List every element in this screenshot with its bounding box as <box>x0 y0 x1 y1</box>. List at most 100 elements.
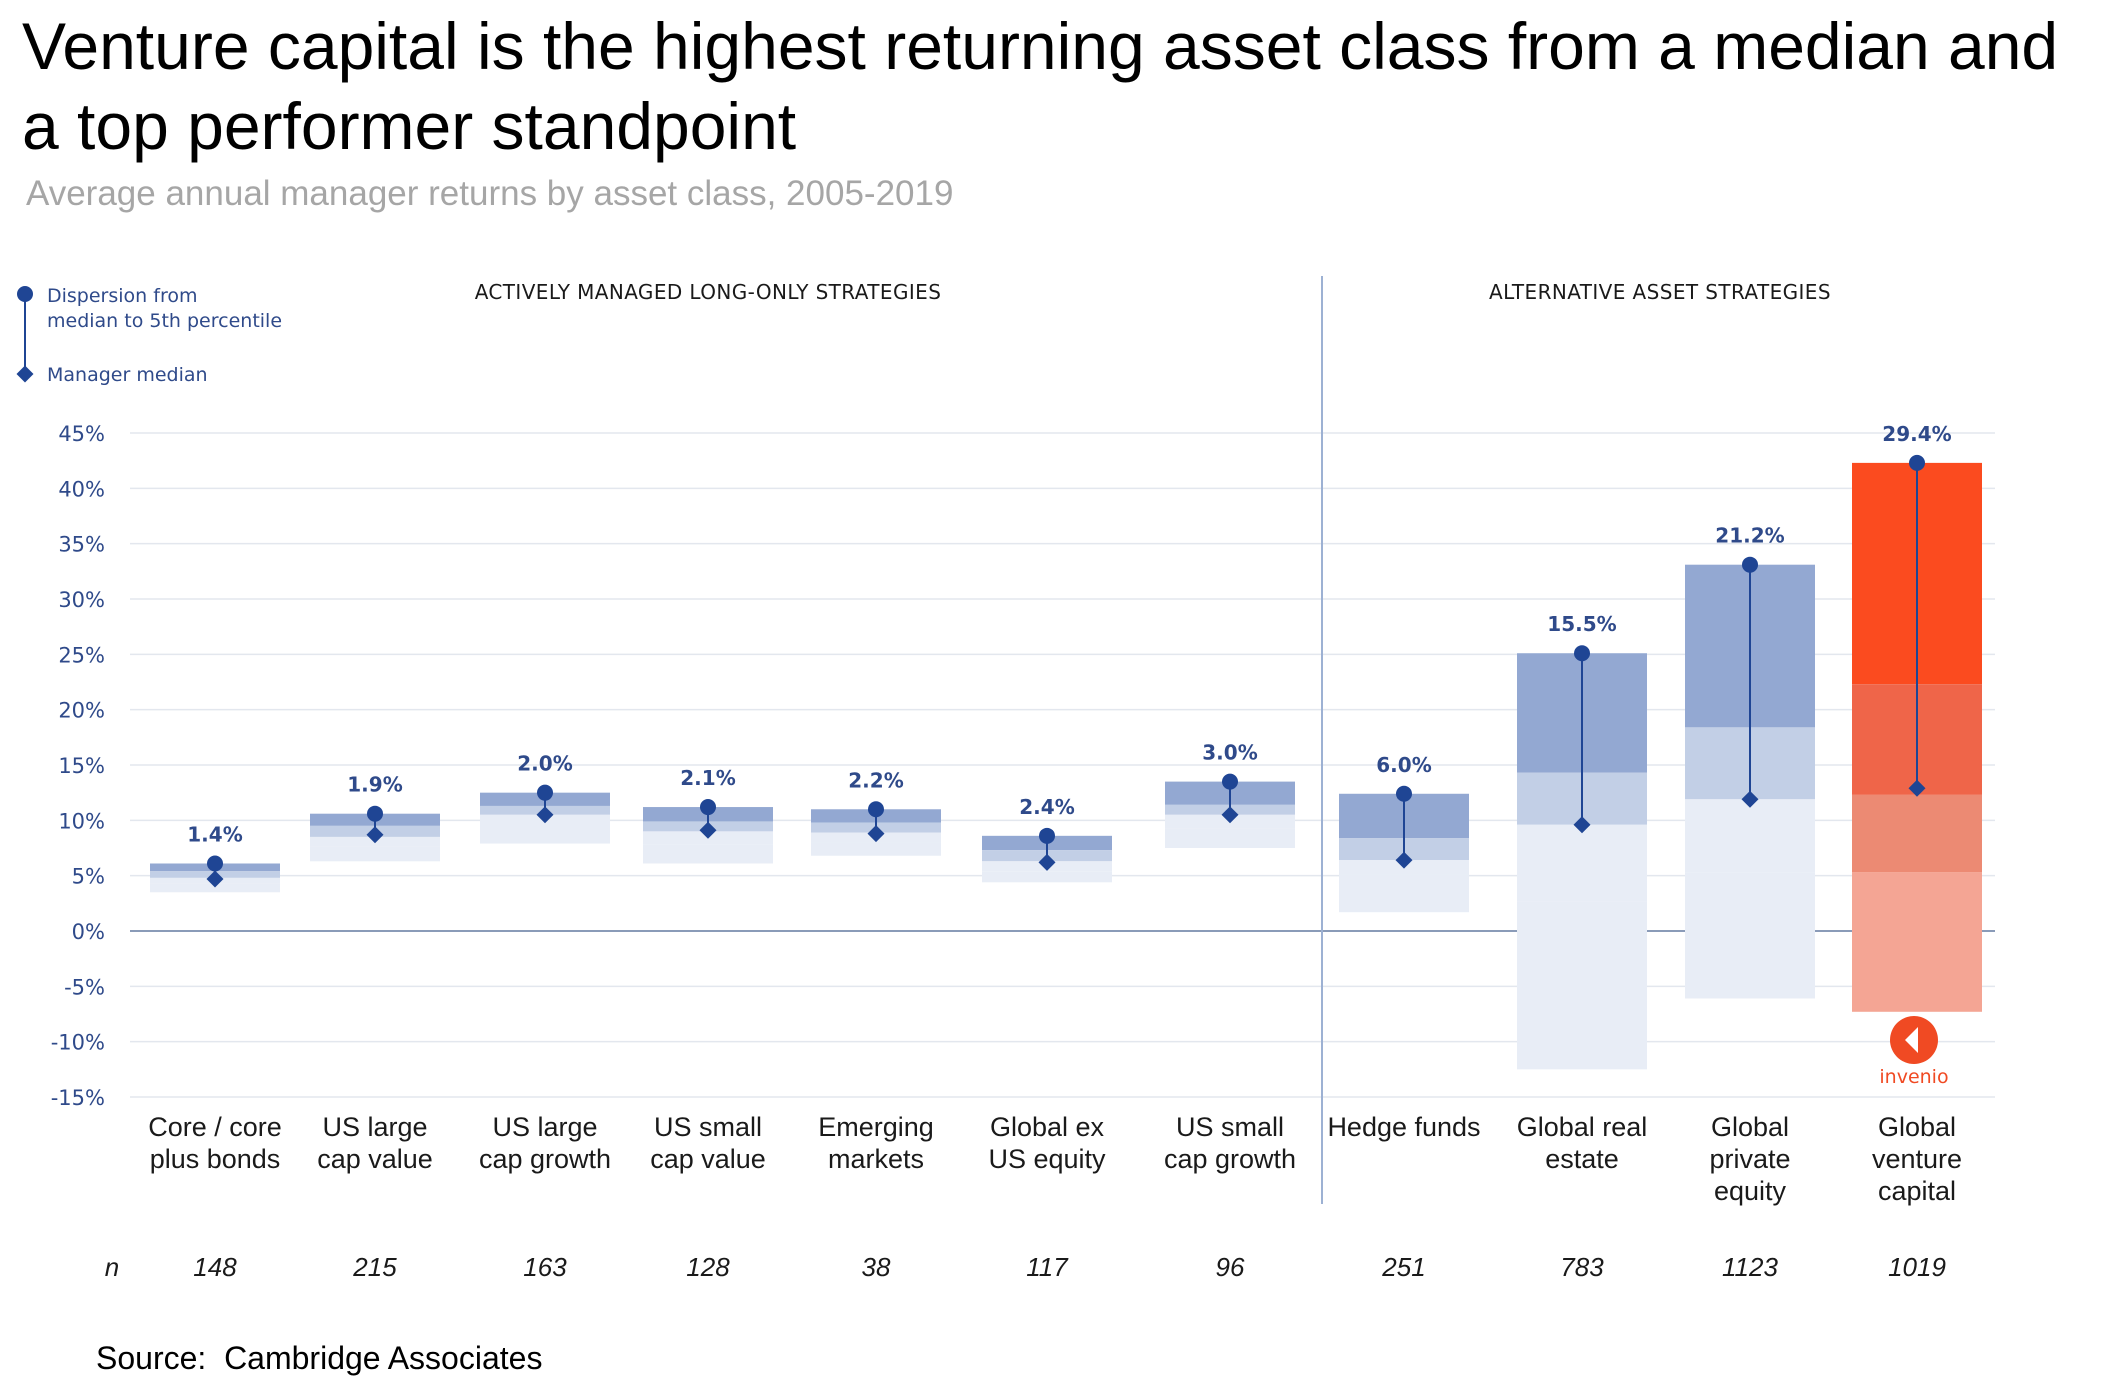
range-band <box>1339 874 1469 913</box>
category-label: US large <box>492 1112 597 1142</box>
y-tick-label: 5% <box>72 865 105 889</box>
category-label: estate <box>1545 1144 1619 1174</box>
section-label-left: ACTIVELY MANAGED LONG-ONLY STRATEGIES <box>475 280 942 304</box>
grid-layer: 45% 40% 35% 30% 25% 20% 15% 10% 5% 0% -5% -10% -15% <box>51 422 1995 1110</box>
category-label: equity <box>1714 1176 1787 1206</box>
range-band <box>150 883 280 893</box>
p5-marker <box>1396 785 1412 802</box>
category-label: US equity <box>988 1144 1106 1174</box>
legend-dispersion-text-1: Dispersion from <box>47 285 197 307</box>
page-subtitle: Average annual manager returns by asset … <box>26 174 954 213</box>
p5-marker <box>1909 454 1925 471</box>
y-tick-label: 30% <box>58 588 105 612</box>
marks-layer <box>206 454 1926 888</box>
n-value-label: 1123 <box>1722 1252 1778 1282</box>
n-value-label: 1019 <box>1888 1252 1946 1282</box>
median-marker <box>366 826 384 844</box>
n-value-label: 783 <box>1560 1252 1604 1282</box>
range-band <box>1517 901 1647 1070</box>
median-marker <box>1741 790 1759 808</box>
category-label: venture <box>1872 1144 1962 1174</box>
bars-layer <box>150 462 1982 1070</box>
dispersion-value-label: 29.4% <box>1882 422 1951 446</box>
p5-marker <box>868 801 884 818</box>
p5-marker <box>1574 645 1590 662</box>
category-label: Global <box>1711 1112 1789 1142</box>
range-band <box>1517 824 1647 902</box>
category-label: Global <box>1878 1112 1956 1142</box>
n-value-label: 128 <box>686 1252 730 1282</box>
y-tick-label: -15% <box>51 1086 105 1110</box>
n-value-label: 148 <box>193 1252 237 1282</box>
median-marker <box>867 825 885 843</box>
dispersion-value-label: 15.5% <box>1547 612 1616 636</box>
category-label: Global ex <box>990 1112 1105 1142</box>
y-tick-label: 35% <box>58 533 105 557</box>
dispersion-value-label: 2.4% <box>1019 795 1074 819</box>
legend-median-text: Manager median <box>47 364 208 386</box>
category-label: cap growth <box>479 1144 611 1174</box>
p5-marker <box>1039 827 1055 844</box>
y-tick-label: 45% <box>58 422 105 446</box>
y-tick-label: 10% <box>58 809 105 833</box>
logo-text: invenio <box>1879 1066 1948 1088</box>
section-label-right: ALTERNATIVE ASSET STRATEGIES <box>1489 280 1831 304</box>
dispersion-value-label: 2.1% <box>680 766 735 790</box>
category-label: capital <box>1878 1176 1956 1206</box>
logo-arrow-icon <box>1905 1027 1918 1053</box>
range-band <box>1852 794 1982 873</box>
range-band <box>1165 828 1295 848</box>
range-band <box>1685 872 1815 999</box>
median-marker <box>206 870 224 888</box>
p5-marker <box>1222 773 1238 790</box>
n-value-label: 38 <box>862 1252 891 1282</box>
dispersion-value-label: 2.2% <box>848 768 903 792</box>
dispersion-value-label: 1.9% <box>347 773 402 797</box>
page-title: Venture capital is the highest returning… <box>22 9 2059 163</box>
category-label: markets <box>828 1144 924 1174</box>
p5-marker <box>1742 556 1758 573</box>
dispersion-value-label: 3.0% <box>1202 741 1257 765</box>
invenio-logo: invenio <box>1879 1016 1949 1088</box>
source-note: Source: Cambridge Associates <box>96 1340 543 1376</box>
category-label: plus bonds <box>150 1144 281 1174</box>
n-value-label: 163 <box>523 1252 567 1282</box>
y-tick-label: 20% <box>58 699 105 723</box>
y-tick-label: 25% <box>58 643 105 667</box>
category-label: cap value <box>317 1144 433 1174</box>
y-tick-label: 15% <box>58 754 105 778</box>
n-value-label: 96 <box>1216 1252 1245 1282</box>
category-label: Emerging <box>818 1112 934 1142</box>
legend-median-marker <box>16 365 34 383</box>
range-band <box>480 826 610 844</box>
category-label: US small <box>654 1112 762 1142</box>
range-band <box>1685 799 1815 873</box>
p5-marker <box>367 805 383 822</box>
dispersion-value-label: 2.0% <box>517 752 572 776</box>
dispersion-value-label: 21.2% <box>1715 524 1784 548</box>
p5-marker <box>537 784 553 801</box>
median-marker <box>1038 853 1056 871</box>
category-label: US large <box>322 1112 427 1142</box>
category-label: US small <box>1176 1112 1284 1142</box>
category-label: Global real <box>1517 1112 1648 1142</box>
category-label: Hedge funds <box>1327 1112 1480 1142</box>
y-tick-label: -10% <box>51 1031 105 1055</box>
n-value-label: 215 <box>352 1252 397 1282</box>
category-label: cap growth <box>1164 1144 1296 1174</box>
legend-dispersion-text-2: median to 5th percentile <box>47 310 282 332</box>
category-label: Core / core <box>148 1112 282 1142</box>
range-band <box>310 846 440 862</box>
median-marker <box>699 821 717 839</box>
y-tick-label: -5% <box>64 975 105 999</box>
n-row-label: n <box>105 1252 119 1282</box>
range-chart: 45%40%35%30%25%20%15%10%5%0%-5%-10%-15% … <box>16 276 1995 1282</box>
legend: Dispersion from median to 5th percentile… <box>16 285 282 386</box>
y-tick-label: 0% <box>72 920 105 944</box>
range-band <box>643 844 773 864</box>
range-band <box>811 842 941 856</box>
category-label: private <box>1709 1144 1790 1174</box>
p5-marker <box>207 855 223 872</box>
median-marker <box>536 806 554 824</box>
